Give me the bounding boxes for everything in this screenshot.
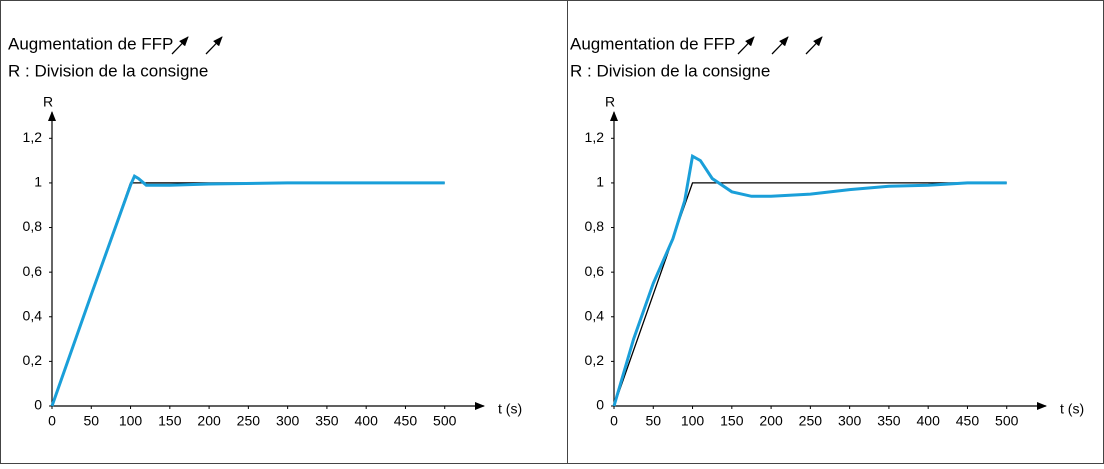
x-tick-label: 0 [48,413,56,429]
x-tick-label: 300 [838,413,862,429]
x-tick-label: 50 [83,413,99,429]
y-tick-label: 1 [596,174,604,190]
y-tick-label: 0,8 [23,218,43,234]
y-tick-label: 0,4 [585,307,605,323]
y-tick-label: 0,6 [23,263,43,279]
x-tick-label: 500 [995,413,1019,429]
x-axis-label: t (s) [498,401,522,417]
x-tick-label: 50 [645,413,661,429]
x-tick-label: 200 [759,413,783,429]
y-tick-label: 0 [34,397,42,413]
x-tick-label: 200 [197,413,221,429]
series-line [612,153,1007,407]
y-tick-label: 0,2 [23,352,43,368]
x-tick-label: 150 [158,413,182,429]
x-tick-label: 450 [956,413,980,429]
chart-title: Augmentation de FFP [570,34,735,53]
chart-subtitle: R : Division de la consigne [570,61,770,80]
x-tick-label: 250 [799,413,823,429]
x-tick-label: 400 [355,413,379,429]
y-tick-label: 0,6 [585,263,605,279]
x-tick-label: 300 [276,413,300,429]
x-tick-label: 100 [119,413,143,429]
x-tick-label: 250 [237,413,261,429]
y-tick-label: 1,2 [585,129,605,145]
y-tick-label: 0 [596,397,604,413]
y-tick-label: 1 [34,174,42,190]
y-tick-label: 0,4 [23,307,43,323]
x-axis-label: t (s) [1060,401,1084,417]
x-tick-label: 350 [315,413,339,429]
x-tick-label: 450 [394,413,418,429]
x-tick-label: 400 [917,413,941,429]
arrow-icons [171,36,823,55]
y-tick-label: 1,2 [23,129,43,145]
y-axis-label: R [43,94,53,110]
y-tick-label: 0,2 [585,352,605,368]
y-tick-label: 0,8 [585,218,605,234]
series-line [50,174,445,407]
x-tick-label: 100 [681,413,705,429]
x-tick-label: 350 [877,413,901,429]
x-tick-label: 500 [433,413,457,429]
x-tick-label: 0 [610,413,618,429]
chart-subtitle: R : Division de la consigne [8,61,208,80]
y-axis-label: R [605,94,615,110]
chart-title: Augmentation de FFP [8,34,173,53]
x-tick-label: 150 [720,413,744,429]
series-line [613,182,1007,407]
